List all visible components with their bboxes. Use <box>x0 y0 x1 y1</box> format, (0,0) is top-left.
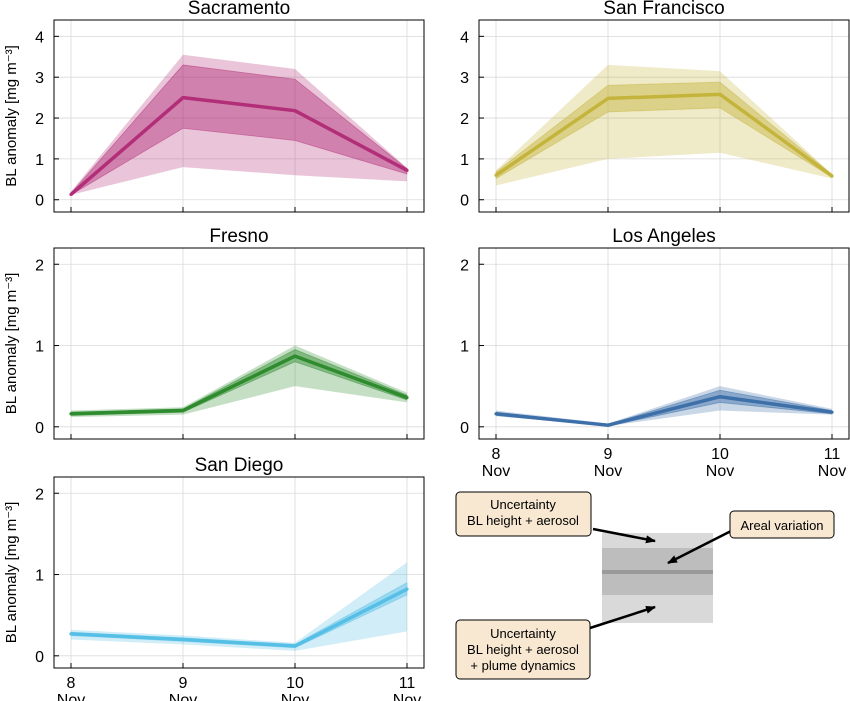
y-tick-label: 0 <box>460 420 469 437</box>
y-tick-label: 0 <box>35 193 44 210</box>
uncertainty-band-outer <box>71 345 407 418</box>
y-tick-label: 0 <box>35 420 44 437</box>
chart-title: San Francisco <box>603 0 724 19</box>
legend-text: BL height + aerosol <box>467 513 579 528</box>
chart-title: Sacramento <box>188 0 290 19</box>
data-point <box>718 395 722 399</box>
chart-title: San Diego <box>195 455 284 476</box>
y-tick-label: 0 <box>35 649 44 666</box>
data-point <box>69 632 73 636</box>
y-tick-label: 1 <box>460 339 469 356</box>
legend-text: + plume dynamics <box>470 658 576 673</box>
data-point <box>181 96 185 100</box>
x-tick-label: 10 <box>286 675 304 692</box>
y-tick-label: 2 <box>460 111 469 128</box>
legend-text: Uncertainty <box>490 497 556 512</box>
plot-frame <box>53 247 425 440</box>
data-point <box>494 412 498 416</box>
x-tick-label: 8 <box>67 675 76 692</box>
legend-arrow-1 <box>592 527 656 544</box>
data-point <box>606 96 610 101</box>
legend-text: Areal variation <box>740 518 823 533</box>
chart-title: Fresno <box>209 226 268 247</box>
data-point <box>181 408 185 413</box>
legend-box-bl-height-aerosol <box>455 491 592 537</box>
plot-frame <box>53 476 425 669</box>
y-tick-label: 4 <box>460 29 469 46</box>
x-tick-label: Nov <box>594 463 622 480</box>
data-point <box>405 395 409 400</box>
y-tick-label: 2 <box>460 257 469 274</box>
x-tick-label: Nov <box>281 692 309 701</box>
legend-arrow-2 <box>667 527 736 565</box>
legend-arrow-3 <box>589 605 656 630</box>
y-tick-label: 3 <box>460 70 469 87</box>
uncertainty-band-outer <box>496 64 832 186</box>
x-tick-label: Nov <box>482 463 510 480</box>
x-tick-label: 9 <box>604 446 613 463</box>
data-point <box>69 192 73 197</box>
plot-frame <box>478 247 850 440</box>
legend-box-plume-dynamics <box>455 619 591 680</box>
uncertainty-band-outer <box>71 54 407 195</box>
y-tick-label: 0 <box>460 193 469 210</box>
y-axis-label: BL anomaly [mg m⁻³] <box>3 502 20 644</box>
x-tick-label: Nov <box>393 692 421 701</box>
data-point <box>293 644 297 648</box>
panel-1: 0 1 2 3 4 San Francisco <box>460 0 850 213</box>
uncertainty-band-outer <box>496 386 832 426</box>
y-tick-label: 2 <box>35 111 44 128</box>
y-tick-label: 4 <box>35 29 44 46</box>
y-tick-label: 1 <box>460 152 469 169</box>
panel-2: 0 1 2 Fresno BL anomaly [mg m⁻³] <box>3 226 425 440</box>
x-tick-label: Nov <box>169 692 197 701</box>
y-axis-label: BL anomaly [mg m⁻³] <box>3 45 20 187</box>
data-point <box>606 423 610 427</box>
data-point <box>181 637 185 642</box>
legend-text: BL height + aerosol <box>467 642 579 657</box>
x-tick-label: Nov <box>818 463 846 480</box>
data-point <box>494 173 498 177</box>
y-axis-label: BL anomaly [mg m⁻³] <box>3 273 20 415</box>
x-tick-label: 9 <box>179 675 188 692</box>
y-tick-label: 1 <box>35 152 44 169</box>
x-tick-label: 8 <box>492 446 501 463</box>
x-tick-label: 11 <box>824 446 841 463</box>
x-tick-label: 10 <box>711 446 729 463</box>
data-point <box>293 354 297 358</box>
data-line <box>495 92 834 178</box>
data-point <box>830 174 834 178</box>
y-tick-label: 2 <box>35 486 44 503</box>
plot-frame <box>53 19 425 213</box>
data-point <box>405 587 409 591</box>
data-point <box>830 410 834 414</box>
y-tick-label: 1 <box>35 339 44 356</box>
data-point <box>405 168 409 172</box>
y-tick-label: 1 <box>35 568 44 585</box>
data-point <box>69 412 73 416</box>
data-point <box>293 109 297 113</box>
plot-frame <box>478 19 850 213</box>
x-tick-label: 11 <box>399 675 416 692</box>
uncertainty-band-inner <box>70 64 408 196</box>
legend-text: Uncertainty <box>490 626 556 641</box>
y-tick-label: 3 <box>35 70 44 87</box>
x-tick-label: Nov <box>57 692 85 701</box>
data-line <box>70 587 408 648</box>
chart-title: Los Angeles <box>612 226 716 247</box>
legend-box-areal-variation <box>729 510 835 539</box>
panel-0: 0 1 2 3 4 Sacramento BL anomaly [mg m⁻³] <box>3 0 425 213</box>
data-point <box>718 92 722 96</box>
y-tick-label: 2 <box>35 257 44 274</box>
x-tick-label: Nov <box>706 463 734 480</box>
data-line <box>495 394 833 427</box>
data-line <box>70 354 408 416</box>
data-line <box>69 95 408 196</box>
